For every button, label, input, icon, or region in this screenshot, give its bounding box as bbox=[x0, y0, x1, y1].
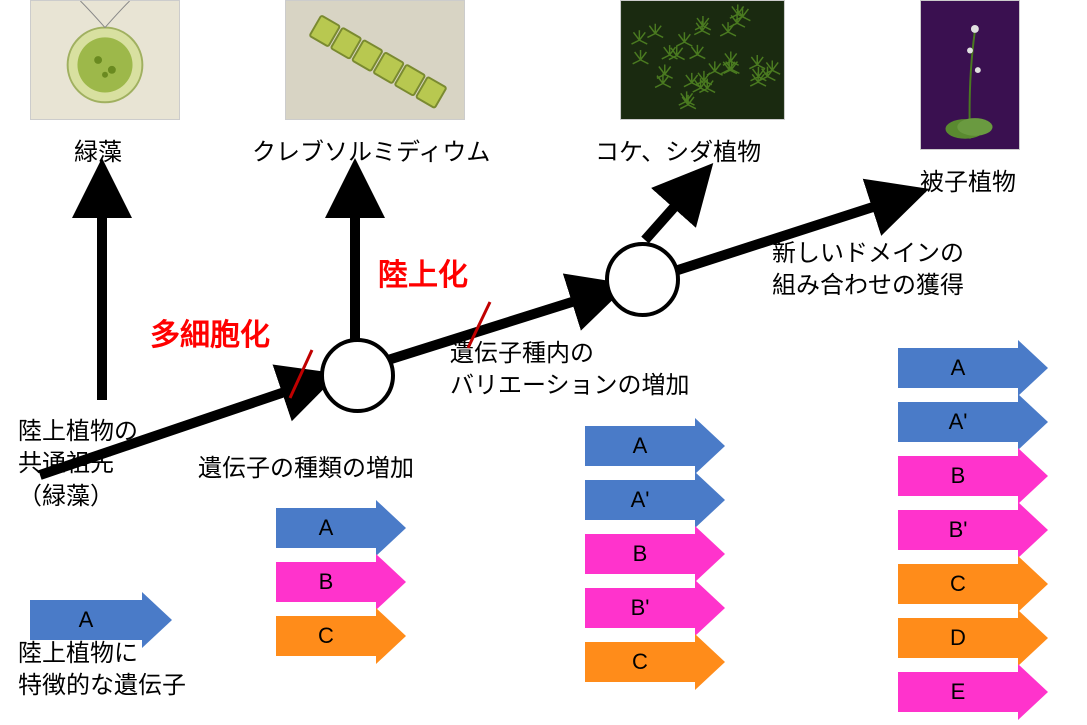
gene-arrow-label: C bbox=[276, 616, 376, 656]
gene-arrow-head-icon bbox=[376, 554, 406, 610]
gene-arrow-label: E bbox=[898, 672, 1018, 712]
gene-arrow-label: A' bbox=[898, 402, 1018, 442]
gene-arrow-head-icon bbox=[1018, 610, 1048, 666]
gene-arrow-head-icon bbox=[1018, 340, 1048, 396]
gene-arrow-head-icon bbox=[376, 500, 406, 556]
gene-arrow-head-icon bbox=[376, 608, 406, 664]
gene-arrow: A bbox=[585, 418, 725, 474]
gene-arrow-head-icon bbox=[1018, 556, 1048, 612]
gene-arrow-label: B bbox=[898, 456, 1018, 496]
gene-arrow-label: D bbox=[898, 618, 1018, 658]
gene-arrow-head-icon bbox=[1018, 448, 1048, 504]
gene-arrow: A bbox=[898, 340, 1048, 396]
gene-arrow: A' bbox=[585, 472, 725, 528]
gene-arrow-label: B' bbox=[585, 588, 695, 628]
gene-arrow: B' bbox=[585, 580, 725, 636]
organism-label-moss_fern: コケ、シダ植物 bbox=[595, 132, 761, 167]
organism-label-klebsormidium: クレブソルミディウム bbox=[252, 132, 490, 167]
gene-arrow-label: C bbox=[898, 564, 1018, 604]
gene-arrow-label: A bbox=[898, 348, 1018, 388]
gene-arrow-label: B bbox=[276, 562, 376, 602]
gene-arrow-label: B' bbox=[898, 510, 1018, 550]
gene-arrow-head-icon bbox=[695, 472, 725, 528]
gene-arrow-head-icon bbox=[1018, 664, 1048, 720]
gene-arrow-label: A bbox=[585, 426, 695, 466]
gene-arrow: A bbox=[276, 500, 406, 556]
gene-arrow-label: C bbox=[585, 642, 695, 682]
organism-image-moss_fern bbox=[620, 0, 785, 120]
gene-arrow-label: B bbox=[585, 534, 695, 574]
gene-arrow: B bbox=[585, 526, 725, 582]
gene-arrow: C bbox=[276, 608, 406, 664]
domain-combo-label: 新しいドメインの 組み合わせの獲得 bbox=[772, 238, 964, 303]
gene-arrow-label: A bbox=[30, 600, 142, 640]
gene-arrow-label: A bbox=[276, 508, 376, 548]
organism-label-angiosperm: 被子植物 bbox=[920, 162, 1016, 197]
gene-arrow-head-icon bbox=[695, 418, 725, 474]
event-terrestrial: 陸上化 bbox=[378, 250, 468, 294]
phylogeny-node-node_a bbox=[320, 338, 395, 413]
gene-arrow: C bbox=[585, 634, 725, 690]
gene-arrow: D bbox=[898, 610, 1048, 666]
gene-arrow: A' bbox=[898, 394, 1048, 450]
organism-image-angiosperm bbox=[920, 0, 1020, 150]
gene-arrow-head-icon bbox=[695, 580, 725, 636]
gene-arrow-head-icon bbox=[142, 592, 172, 648]
gene-arrow-head-icon bbox=[1018, 394, 1048, 450]
organism-label-green_algae: 緑藻 bbox=[74, 132, 122, 167]
gene-variation-label: 遺伝子種内の バリエーションの増加 bbox=[450, 338, 690, 403]
phylogeny-node-node_b bbox=[605, 242, 680, 317]
event-multicellular: 多細胞化 bbox=[150, 310, 270, 354]
gene-types-label: 遺伝子の種類の増加 bbox=[198, 448, 414, 483]
organism-image-klebsormidium bbox=[285, 0, 465, 120]
gene-arrow: B bbox=[276, 554, 406, 610]
gene-arrow-head-icon bbox=[695, 526, 725, 582]
gene-arrow: B bbox=[898, 448, 1048, 504]
gene-arrow-head-icon bbox=[1018, 502, 1048, 558]
gene-arrow-head-icon bbox=[695, 634, 725, 690]
gene-arrow: B' bbox=[898, 502, 1048, 558]
gene-arrow: A bbox=[30, 592, 172, 648]
gene-arrow: C bbox=[898, 556, 1048, 612]
ancestor-label: 陸上植物の 共通祖先 （緑藻） bbox=[18, 416, 138, 513]
gene-arrow: E bbox=[898, 664, 1048, 720]
organism-image-green_algae bbox=[30, 0, 180, 120]
gene-arrow-label: A' bbox=[585, 480, 695, 520]
